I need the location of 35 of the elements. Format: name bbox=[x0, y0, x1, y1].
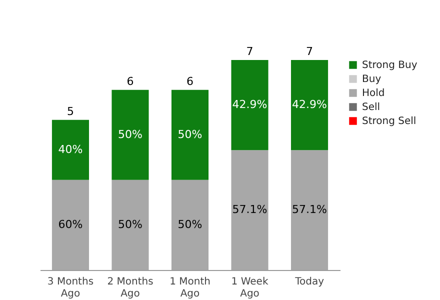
bar bbox=[171, 90, 209, 180]
annotation: 57.1% bbox=[232, 203, 268, 216]
bar bbox=[290, 150, 328, 270]
x-tick-label: 3 Months Ago bbox=[47, 276, 94, 300]
bar bbox=[52, 120, 90, 180]
text: 7 bbox=[306, 45, 314, 58]
legend-label: Sell bbox=[362, 102, 380, 113]
legend-label: Buy bbox=[362, 74, 382, 85]
annotation: 42.9% bbox=[232, 98, 268, 112]
bar bbox=[290, 60, 328, 150]
x-tick-label: 1 Week Ago bbox=[231, 276, 268, 300]
annotation: 6 bbox=[186, 74, 194, 88]
bar bbox=[231, 60, 268, 150]
annotation: 6 bbox=[126, 74, 134, 88]
legend-label: Strong Buy bbox=[362, 60, 418, 71]
annotation: 5 bbox=[66, 104, 74, 118]
annotation: 50% bbox=[118, 218, 142, 231]
annotation: 60% bbox=[58, 218, 83, 231]
bar bbox=[52, 180, 90, 270]
annotation: 50% bbox=[118, 128, 142, 141]
annotation: 40% bbox=[58, 142, 83, 156]
legend-label: Strong Sell bbox=[362, 116, 416, 127]
annotation: 42.9% bbox=[292, 98, 327, 112]
annotation: 50% bbox=[178, 128, 202, 141]
text: 7 bbox=[246, 45, 254, 58]
bar bbox=[112, 180, 149, 270]
x-tick-label: 1 Month Ago bbox=[170, 276, 210, 300]
bar bbox=[231, 150, 268, 270]
bar bbox=[112, 90, 149, 180]
annotation: 50% bbox=[178, 218, 202, 231]
legend-label: Hold bbox=[362, 88, 385, 99]
annotation: 57.1% bbox=[292, 203, 327, 216]
bar bbox=[171, 180, 209, 270]
x-tick-label: Today bbox=[294, 276, 324, 288]
x-tick-label: 2 Months Ago bbox=[107, 276, 154, 300]
